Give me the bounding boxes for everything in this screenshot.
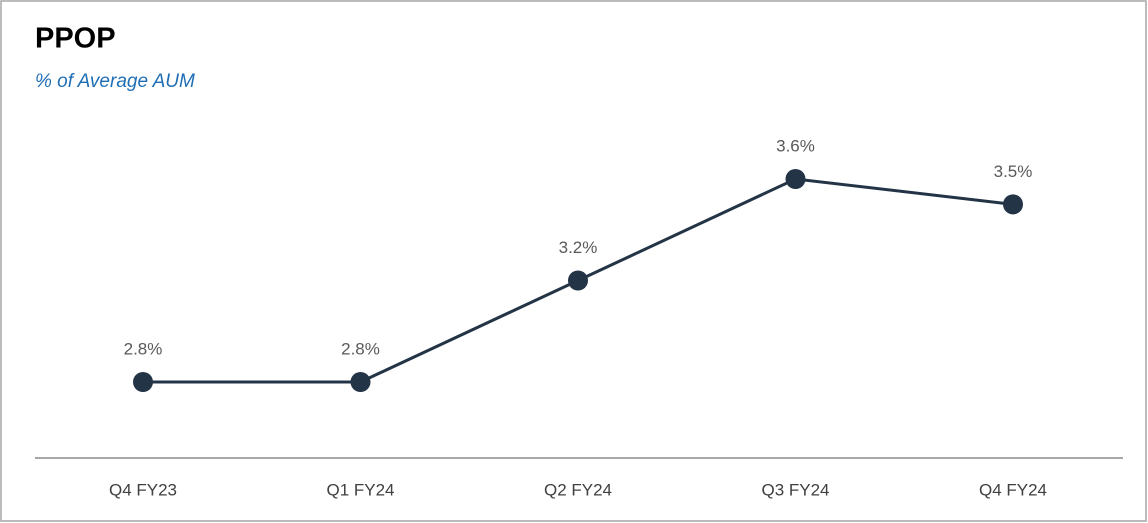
x-tick-label: Q3 FY24: [761, 480, 829, 499]
x-tick-label: Q4 FY23: [109, 480, 177, 499]
chart-title: PPOP: [35, 23, 116, 55]
data-label: 3.5%: [994, 162, 1033, 181]
marker: [1003, 194, 1023, 215]
data-label: 3.6%: [776, 136, 815, 155]
data-label: 2.8%: [124, 339, 163, 358]
x-tick-label: Q4 FY24: [979, 480, 1047, 499]
marker: [568, 270, 588, 291]
x-tick-label: Q2 FY24: [544, 480, 612, 499]
x-tick-label: Q1 FY24: [326, 480, 394, 499]
data-label: 2.8%: [341, 339, 380, 358]
marker: [133, 372, 153, 392]
marker: [785, 169, 806, 189]
chart-subtitle: % of Average AUM: [35, 71, 195, 92]
marker: [350, 372, 371, 392]
data-label: 3.2%: [559, 238, 598, 257]
